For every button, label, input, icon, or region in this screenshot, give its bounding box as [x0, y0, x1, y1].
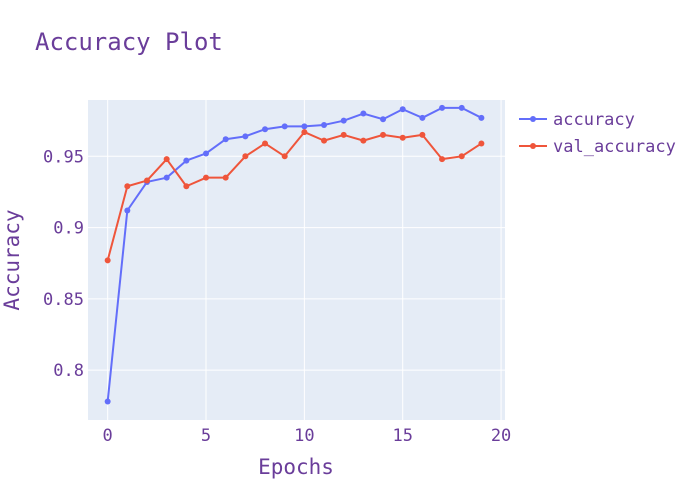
accuracy-point — [380, 116, 387, 123]
accuracy-point — [203, 150, 210, 157]
y-tick-label: 0.95 — [43, 147, 84, 167]
accuracy-point — [104, 398, 111, 405]
x-tick-label: 5 — [201, 426, 211, 446]
y-tick-label: 0.85 — [43, 290, 84, 310]
val_accuracy-point — [439, 156, 446, 163]
y-tick-label: 0.9 — [53, 219, 84, 239]
val_accuracy-point — [222, 174, 229, 181]
val_accuracy-point — [104, 257, 111, 264]
accuracy-point — [281, 123, 288, 130]
accuracy-point — [183, 157, 190, 164]
val_accuracy-point — [478, 140, 485, 147]
legend-item-val_accuracy[interactable]: val_accuracy — [519, 137, 676, 157]
val_accuracy-line — [106, 131, 482, 261]
accuracy-point — [439, 104, 446, 111]
accuracy-point — [321, 121, 328, 128]
accuracy-point — [301, 123, 308, 130]
val_accuracy-point — [262, 140, 269, 147]
legend-swatch-marker — [530, 116, 536, 122]
val_accuracy-point — [340, 131, 347, 138]
val_accuracy-point — [281, 153, 288, 160]
axis-ticks: 0 5 10 15 20 0.8 0.85 0.9 0.95 — [43, 147, 511, 446]
accuracy-point — [399, 106, 406, 113]
val_accuracy-point — [380, 131, 387, 138]
legend-item-accuracy[interactable]: accuracy — [519, 110, 635, 130]
accuracy-point — [124, 207, 131, 214]
val_accuracy-point — [360, 137, 367, 144]
accuracy-point — [262, 126, 269, 133]
legend-label: val_accuracy — [553, 137, 676, 157]
x-axis-title: Epochs — [258, 455, 334, 479]
accuracy-point — [242, 133, 249, 140]
plot-area — [88, 100, 505, 420]
series-val_accuracy — [104, 129, 485, 264]
series-accuracy — [104, 104, 485, 405]
accuracy-point — [478, 114, 485, 121]
accuracy-line — [106, 106, 482, 402]
y-axis-title: Accuracy — [0, 209, 24, 310]
val_accuracy-point — [301, 129, 308, 136]
x-tick-label: 20 — [491, 426, 511, 446]
legend[interactable]: accuracy val_accuracy — [519, 110, 676, 157]
y-tick-label: 0.8 — [53, 361, 84, 381]
x-tick-label: 10 — [294, 426, 314, 446]
val_accuracy-point — [321, 137, 328, 144]
x-tick-label: 15 — [392, 426, 412, 446]
legend-swatch-marker — [530, 143, 536, 149]
val_accuracy-point — [458, 153, 465, 160]
accuracy-point — [222, 136, 229, 143]
val_accuracy-point — [183, 183, 190, 190]
accuracy-point — [163, 174, 170, 181]
val_accuracy-point — [399, 134, 406, 141]
val_accuracy-point — [144, 177, 151, 184]
accuracy-point — [360, 110, 367, 117]
series-layer — [104, 104, 485, 405]
x-tick-label: 0 — [103, 426, 113, 446]
chart-title: Accuracy Plot — [35, 28, 223, 56]
legend-label: accuracy — [553, 110, 635, 130]
val_accuracy-point — [242, 153, 249, 160]
accuracy-point — [419, 114, 426, 121]
accuracy-point — [458, 104, 465, 111]
val_accuracy-point — [163, 156, 170, 163]
val_accuracy-point — [203, 174, 210, 181]
val_accuracy-point — [124, 183, 131, 190]
val_accuracy-point — [419, 131, 426, 138]
accuracy-point — [340, 117, 347, 124]
